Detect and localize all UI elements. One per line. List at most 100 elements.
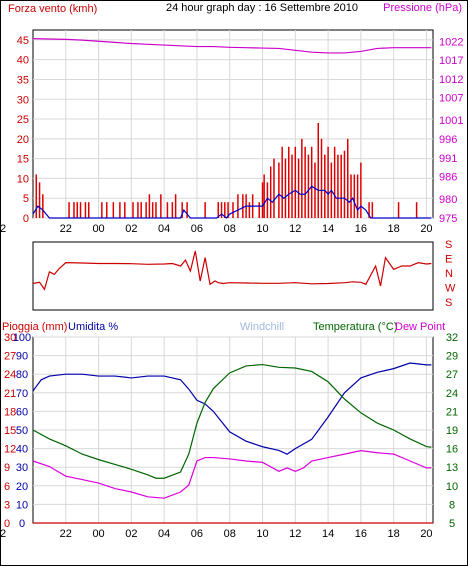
y-tick-label-pressure: 975 bbox=[439, 213, 457, 225]
humidity-axis-title: Umidita % bbox=[68, 321, 118, 333]
y-tick-label-temperature: 27 bbox=[446, 369, 458, 381]
y-tick-label-rain: 9 bbox=[4, 462, 10, 474]
chart-title: 24 hour graph day : 16 Settembre 2010 bbox=[166, 2, 358, 14]
direction-label: S bbox=[445, 297, 452, 309]
y-tick-label-rain: 15 bbox=[4, 425, 16, 437]
y-tick-label-pressure: 1012 bbox=[439, 74, 463, 86]
x-tick-label: 20 bbox=[420, 528, 432, 540]
y-tick-label-rain: 6 bbox=[4, 481, 10, 493]
y-tick-label-wind: 30 bbox=[17, 94, 29, 106]
temperature-axis-title: Temperatura (°C) bbox=[313, 321, 397, 333]
direction-label: W bbox=[445, 283, 456, 295]
y-tick-label-rain: 21 bbox=[4, 388, 16, 400]
y-tick-label-wind: 10 bbox=[17, 173, 29, 185]
y-tick-label-pressure: 1022 bbox=[439, 36, 463, 48]
y-tick-label-rain: 27 bbox=[4, 351, 16, 363]
y-tick-label-temperature: 19 bbox=[446, 425, 458, 437]
x-tick-label: 16 bbox=[355, 223, 367, 235]
y-tick-label-humidity: 70 bbox=[16, 388, 28, 400]
y-tick-label-pressure: 980 bbox=[439, 194, 457, 206]
x-tick-label: 22 bbox=[60, 223, 72, 235]
y-tick-label-temperature: 10 bbox=[446, 481, 458, 493]
x-tick-label: 14 bbox=[322, 223, 334, 235]
x-tick-label: 02 bbox=[125, 223, 137, 235]
y-tick-label-rain: 24 bbox=[4, 369, 16, 381]
y-tick-label-rain: 18 bbox=[4, 406, 16, 418]
direction-label: N bbox=[445, 268, 453, 280]
x-tick-label: 16 bbox=[355, 528, 367, 540]
y-tick-label-wind: 25 bbox=[17, 114, 29, 126]
x-tick-label: 08 bbox=[224, 223, 236, 235]
x-tick-label: 12 bbox=[289, 223, 301, 235]
y-tick-label-pressure: 991 bbox=[439, 153, 457, 165]
y-tick-label-humidity: 10 bbox=[16, 499, 28, 511]
x-tick-label: 18 bbox=[388, 528, 400, 540]
y-tick-label-rain: 30 bbox=[4, 332, 16, 344]
rain-axis-title: Pioggia (mm) bbox=[2, 321, 67, 333]
x-tick-label: 20 bbox=[420, 223, 432, 235]
y-tick-label-wind: 20 bbox=[17, 134, 29, 146]
pressure-axis-title: Pressione (hPa) bbox=[383, 2, 462, 14]
y-tick-label-humidity: 50 bbox=[16, 425, 28, 437]
windchill-axis-title: Windchill bbox=[240, 321, 284, 333]
x-tick-label: 02 bbox=[125, 528, 137, 540]
y-tick-label-temperature: 32 bbox=[446, 332, 458, 344]
y-tick-label-humidity: 30 bbox=[16, 462, 28, 474]
y-tick-label-humidity: 0 bbox=[19, 518, 25, 530]
humidity-line bbox=[32, 362, 432, 455]
direction-label: S bbox=[445, 239, 452, 251]
y-tick-label-temperature: 13 bbox=[446, 462, 458, 474]
y-tick-label-temperature: 16 bbox=[446, 444, 458, 456]
x-tick-label: 00 bbox=[92, 223, 104, 235]
y-tick-label-pressure: 1017 bbox=[439, 55, 463, 67]
y-tick-label-rain: 0 bbox=[4, 518, 10, 530]
y-tick-label-temperature: 8 bbox=[449, 499, 455, 511]
x-tick-label: 00 bbox=[92, 528, 104, 540]
y-tick-label-wind: 45 bbox=[17, 35, 29, 47]
x-tick-label: 10 bbox=[256, 528, 268, 540]
y-tick-label-humidity: 90 bbox=[16, 351, 28, 363]
x-tick-label: 12 bbox=[289, 528, 301, 540]
y-tick-label-pressure: 996 bbox=[439, 134, 457, 146]
y-tick-label-humidity: 40 bbox=[16, 444, 28, 456]
y-tick-label-pressure: 1007 bbox=[439, 93, 463, 105]
y-tick-label-rain: 3 bbox=[4, 499, 10, 511]
y-tick-label-humidity: 60 bbox=[16, 406, 28, 418]
x-tick-label: 08 bbox=[224, 528, 236, 540]
x-tick-label: 18 bbox=[388, 223, 400, 235]
x-tick-label: 04 bbox=[158, 528, 170, 540]
y-tick-label-pressure: 986 bbox=[439, 172, 457, 184]
y-tick-label-wind: 15 bbox=[17, 154, 29, 166]
x-tick-label: 22 bbox=[0, 528, 6, 540]
y-tick-label-wind: 35 bbox=[17, 74, 29, 86]
x-tick-label: 10 bbox=[256, 223, 268, 235]
x-tick-label: 04 bbox=[158, 223, 170, 235]
x-tick-label: 14 bbox=[322, 528, 334, 540]
x-tick-label: 22 bbox=[0, 223, 6, 235]
y-tick-label-wind: 40 bbox=[17, 55, 29, 67]
y-tick-label-humidity: 80 bbox=[16, 369, 28, 381]
y-tick-label-temperature: 29 bbox=[446, 351, 458, 363]
y-tick-label-temperature: 24 bbox=[446, 388, 458, 400]
pressure-line bbox=[32, 38, 432, 54]
wind-bars bbox=[35, 123, 418, 218]
y-tick-label-temperature: 21 bbox=[446, 406, 458, 418]
x-tick-label: 06 bbox=[191, 528, 203, 540]
wind-axis-title: Forza vento (kmh) bbox=[8, 3, 97, 15]
y-tick-label-humidity: 100 bbox=[13, 332, 31, 344]
direction-line bbox=[32, 250, 432, 291]
dewpoint-axis-title: Dew Point bbox=[395, 321, 445, 333]
y-tick-label-temperature: 5 bbox=[449, 518, 455, 530]
dewpoint-line bbox=[32, 450, 432, 499]
temperature-line bbox=[32, 363, 432, 479]
x-tick-label: 06 bbox=[191, 223, 203, 235]
y-tick-label-humidity: 20 bbox=[16, 481, 28, 493]
panel-direction bbox=[32, 241, 434, 311]
y-tick-label-wind: 0 bbox=[23, 213, 29, 225]
y-tick-label-pressure: 1001 bbox=[439, 115, 463, 127]
x-tick-label: 22 bbox=[60, 528, 72, 540]
direction-label: E bbox=[445, 254, 452, 266]
avg-wind-line bbox=[32, 185, 432, 219]
y-tick-label-rain: 12 bbox=[4, 444, 16, 456]
